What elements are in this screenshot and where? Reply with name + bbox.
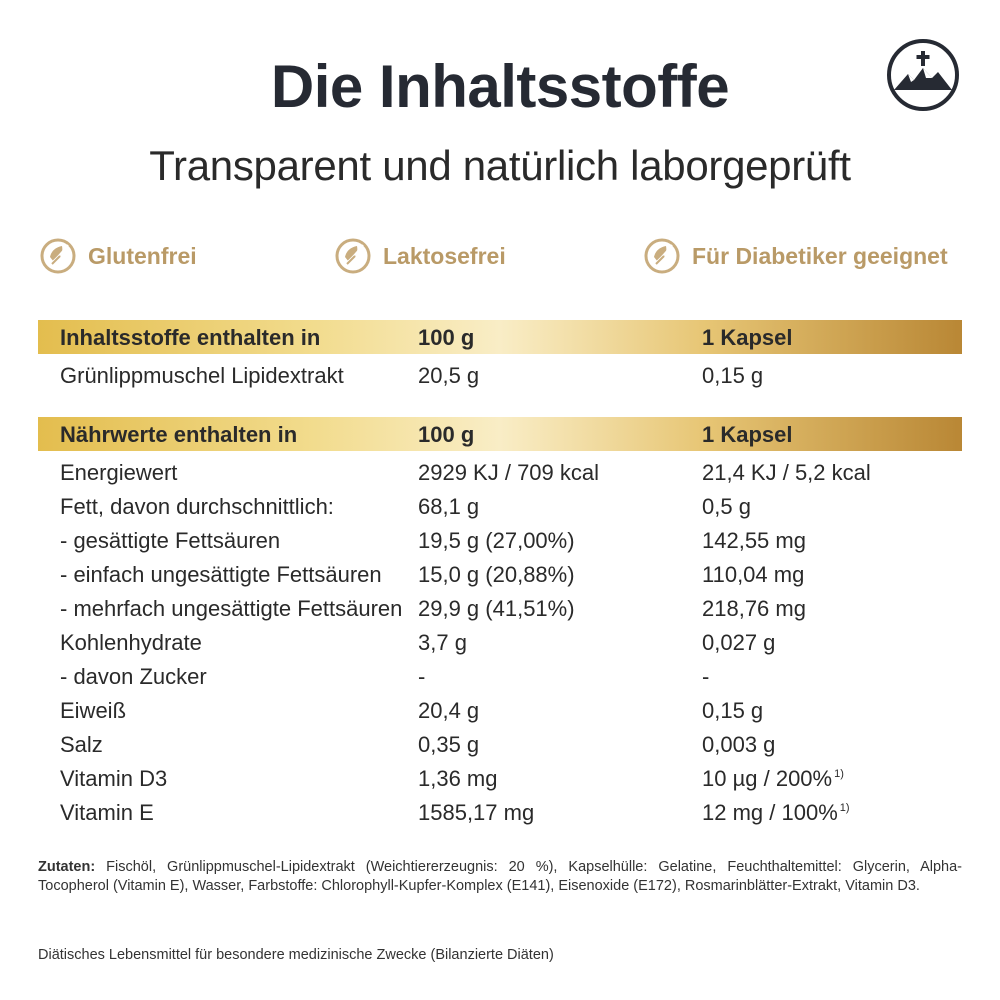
ingredients-text: Zutaten: Fischöl, Grünlippmuschel-Lipide… <box>38 858 962 896</box>
feature-lactose-free: Laktosefrei <box>333 236 506 276</box>
row-value-100g: 20,5 g <box>418 363 480 388</box>
row-value-100g: 29,9 g (41,51%) <box>418 596 575 621</box>
header-label: Inhaltsstoffe enthalten in <box>60 325 321 350</box>
header-label: Nährwerte enthalten in <box>60 422 298 447</box>
row-value-100g: 2929 KJ / 709 kcal <box>418 460 600 485</box>
row-label: Vitamin D3 <box>60 766 168 791</box>
row-value-text: 10 µg / 200% <box>702 766 833 791</box>
row-value-capsule: 0,15 g <box>702 363 764 388</box>
dietary-note: Diätisches Lebensmittel für besondere me… <box>38 947 554 963</box>
row-value-100g: 1585,17 mg <box>418 800 535 825</box>
footnote-marker: 1) <box>834 768 844 780</box>
row-value-100g: 19,5 g (27,00%) <box>418 528 575 553</box>
row-value-100g: 68,1 g <box>418 494 480 519</box>
row-label: Vitamin E <box>60 800 154 825</box>
page-subtitle: Transparent und natürlich laborgeprüft <box>149 142 851 189</box>
leaf-check-icon <box>644 238 680 274</box>
row-value-100g: 1,36 mg <box>418 766 498 791</box>
table-row: Kohlenhydrate 3,7 g 0,027 g <box>0 626 1000 660</box>
table-row: Energiewert 2929 KJ / 709 kcal 21,4 KJ /… <box>0 456 1000 490</box>
row-label: - einfach ungesättigte Fettsäuren <box>60 562 382 587</box>
feature-label: Glutenfrei <box>88 242 197 269</box>
table-row: Eiweiß 20,4 g 0,15 g <box>0 694 1000 728</box>
row-value-capsule: 218,76 mg <box>702 596 806 621</box>
mountain-cross-icon <box>887 39 959 111</box>
row-label: Kohlenhydrate <box>60 630 202 655</box>
row-label: Energiewert <box>60 460 178 485</box>
table-row: Fett, davon durchschnittlich: 68,1 g 0,5… <box>0 490 1000 524</box>
row-label: - davon Zucker <box>60 664 207 689</box>
row-value-capsule: - <box>702 664 710 689</box>
row-label: Salz <box>60 732 103 757</box>
row-label: Eiweiß <box>60 698 127 723</box>
leaf-check-icon <box>40 238 76 274</box>
header-col-capsule: 1 Kapsel <box>702 422 793 447</box>
table-row: Vitamin E 1585,17 mg 12 mg / 100% 1) <box>0 796 1000 830</box>
table-header-row: Inhaltsstoffe enthalten in 100 g 1 Kapse… <box>0 320 1000 354</box>
table-header-band <box>38 320 962 354</box>
feature-label: Für Diabetiker geeignet <box>692 242 948 269</box>
row-value-100g: 15,0 g (20,88%) <box>418 562 575 587</box>
row-value-capsule: 110,04 mg <box>702 562 805 587</box>
ingredients-label: Zutaten: <box>38 859 96 875</box>
table-row: Grünlippmuschel Lipidextrakt 20,5 g 0,15… <box>0 359 1000 393</box>
table-header-row: Nährwerte enthalten in 100 g 1 Kapsel <box>0 417 1000 451</box>
feature-diabetic-suitable: Für Diabetiker geeignet <box>642 236 948 276</box>
row-value-100g: 20,4 g <box>418 698 480 723</box>
row-value-text: 12 mg / 100% <box>702 800 838 825</box>
row-value-capsule: 0,5 g <box>702 494 751 519</box>
table-header-band <box>38 417 962 451</box>
table-row: - gesättigte Fettsäuren 19,5 g (27,00%) … <box>0 524 1000 558</box>
table-row: - mehrfach ungesättigte Fettsäuren 29,9 … <box>0 592 1000 626</box>
table-row: Vitamin D3 1,36 mg 10 µg / 200% 1) <box>0 762 1000 796</box>
row-label: Fett, davon durchschnittlich: <box>60 494 334 519</box>
footnote-marker: 1) <box>839 802 850 814</box>
leaf-check-icon <box>335 238 371 274</box>
row-value-100g: - <box>418 664 426 689</box>
row-label: - gesättigte Fettsäuren <box>60 528 281 553</box>
row-label: - mehrfach ungesättigte Fettsäuren <box>60 596 403 621</box>
feature-label: Laktosefrei <box>383 242 506 269</box>
row-label: Grünlippmuschel Lipidextrakt <box>60 363 344 388</box>
row-value-capsule: 0,003 g <box>702 732 776 757</box>
row-value-capsule: 21,4 KJ / 5,2 kcal <box>702 460 871 485</box>
feature-list: Glutenfrei Laktosefrei Für Diabetiker ge… <box>0 236 1000 276</box>
table-row: Salz 0,35 g 0,003 g <box>0 728 1000 762</box>
row-value-capsule: 0,027 g <box>702 630 776 655</box>
table-row: - davon Zucker - - <box>0 660 1000 694</box>
header-col-100g: 100 g <box>418 422 475 447</box>
header-col-100g: 100 g <box>418 325 475 350</box>
table-row: - einfach ungesättigte Fettsäuren 15,0 g… <box>0 558 1000 592</box>
row-value-capsule: 142,55 mg <box>702 528 806 553</box>
ingredients-body: Fischöl, Grünlippmuschel-Lipidextrakt (W… <box>38 859 962 894</box>
feature-gluten-free: Glutenfrei <box>38 236 197 276</box>
page-title: Die Inhaltsstoffe <box>270 53 730 120</box>
row-value-capsule: 12 mg / 100% 1) <box>702 800 850 826</box>
row-value-100g: 3,7 g <box>418 630 467 655</box>
row-value-100g: 0,35 g <box>418 732 480 757</box>
header-col-capsule: 1 Kapsel <box>702 325 793 350</box>
row-value-capsule: 10 µg / 200% 1) <box>702 766 844 792</box>
row-value-capsule: 0,15 g <box>702 698 764 723</box>
